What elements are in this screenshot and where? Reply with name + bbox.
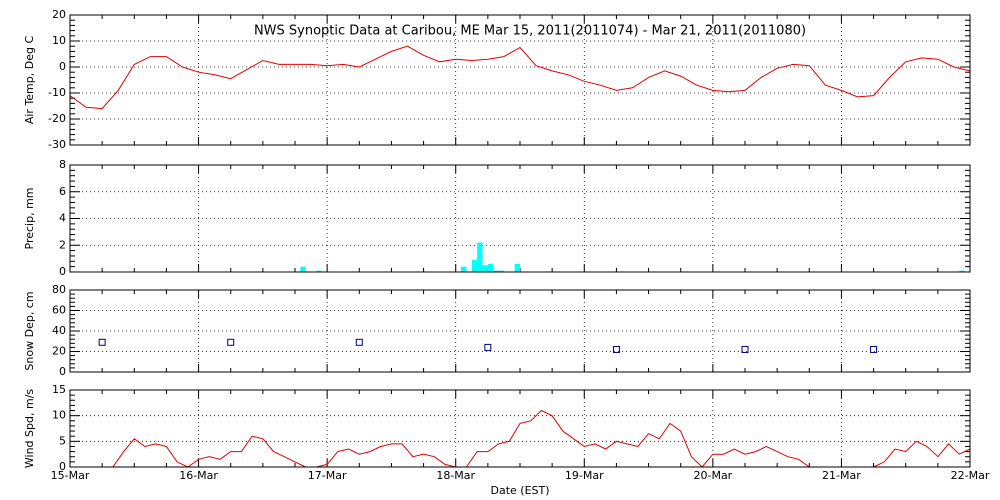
- y-axis-label: Precip, mm: [23, 188, 36, 250]
- y-tick-label: -20: [48, 112, 66, 125]
- y-tick-label: 5: [59, 434, 66, 447]
- plot-frame: [69, 14, 971, 146]
- bar: [487, 263, 494, 272]
- data-line: [69, 45, 971, 110]
- bar: [514, 263, 520, 272]
- bar: [482, 265, 488, 272]
- y-axis-label: Snow Dep, cm: [23, 291, 36, 370]
- x-tick-label: 15-Mar: [51, 469, 90, 482]
- chart-title: NWS Synoptic Data at Caribou, ME Mar 15,…: [254, 24, 806, 39]
- marker: [612, 345, 620, 353]
- y-tick-label: 20: [52, 8, 66, 21]
- bar: [477, 242, 483, 272]
- plot-frame: [69, 389, 971, 468]
- x-tick-label: 16-Mar: [179, 469, 218, 482]
- y-axis-label: Air Temp, Deg C: [23, 36, 36, 125]
- marker: [227, 338, 235, 346]
- marker: [98, 338, 106, 346]
- x-tick-label: 18-Mar: [436, 469, 475, 482]
- x-tick-label: 22-Mar: [951, 469, 990, 482]
- y-tick-label: 8: [59, 158, 66, 171]
- y-tick-label: -10: [48, 86, 66, 99]
- y-tick-label: 0: [59, 365, 66, 378]
- y-tick-label: 0: [59, 460, 66, 473]
- y-tick-label: 2: [59, 238, 66, 251]
- y-tick-label: 6: [59, 185, 66, 198]
- y-tick-label: 10: [52, 34, 66, 47]
- y-tick-label: 15: [52, 383, 66, 396]
- data-line: [70, 409, 971, 468]
- x-tick-label: 17-Mar: [308, 469, 347, 482]
- y-tick-label: 10: [52, 409, 66, 422]
- bar: [471, 259, 478, 272]
- plot-frame: [69, 164, 971, 273]
- x-tick-label: 21-Mar: [822, 469, 861, 482]
- y-tick-label: 40: [52, 324, 66, 337]
- y-tick-label: 0: [59, 265, 66, 278]
- x-axis-label: Date (EST): [490, 484, 549, 497]
- marker: [484, 343, 492, 351]
- bar: [461, 266, 467, 272]
- x-tick-label: 19-Mar: [565, 469, 604, 482]
- y-tick-label: -30: [48, 138, 66, 151]
- bar: [300, 266, 306, 272]
- marker: [355, 338, 363, 346]
- y-tick-label: 4: [59, 212, 66, 225]
- x-tick-label: 20-Mar: [693, 469, 732, 482]
- plot-frame: [69, 289, 971, 373]
- bar: [493, 270, 499, 272]
- marker: [741, 345, 749, 353]
- y-tick-label: 0: [59, 60, 66, 73]
- marker: [870, 345, 878, 353]
- bar: [959, 270, 965, 272]
- y-tick-label: 20: [52, 345, 66, 358]
- y-tick-label: 60: [52, 304, 66, 317]
- bar: [498, 270, 504, 272]
- y-tick-label: 80: [52, 283, 66, 296]
- bar: [316, 270, 322, 272]
- y-axis-label: Wind Spd, m/s: [23, 389, 36, 469]
